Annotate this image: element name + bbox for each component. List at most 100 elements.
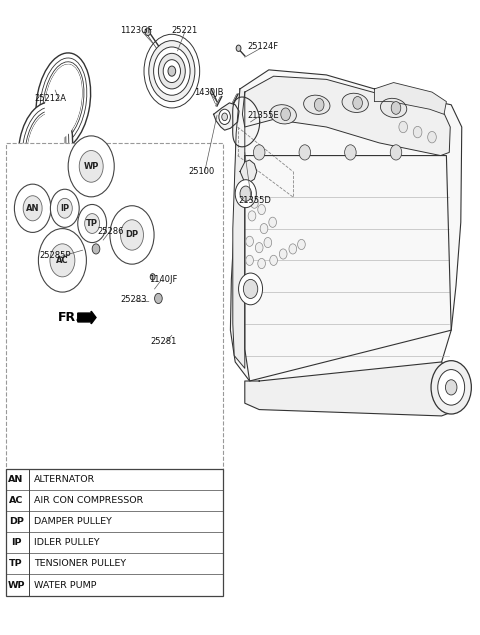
- Circle shape: [289, 244, 297, 254]
- Circle shape: [353, 97, 362, 109]
- Circle shape: [120, 220, 144, 250]
- Text: WATER PUMP: WATER PUMP: [34, 580, 96, 589]
- Circle shape: [399, 121, 408, 133]
- Circle shape: [82, 230, 110, 268]
- Ellipse shape: [23, 107, 69, 187]
- Circle shape: [149, 41, 195, 102]
- Circle shape: [50, 189, 79, 227]
- Ellipse shape: [270, 105, 296, 124]
- Text: 25283: 25283: [120, 295, 147, 304]
- Text: DP: DP: [9, 517, 24, 526]
- Circle shape: [14, 184, 51, 232]
- Text: WP: WP: [84, 162, 99, 171]
- Circle shape: [155, 293, 162, 304]
- Text: 25286: 25286: [97, 227, 124, 236]
- Circle shape: [239, 273, 263, 305]
- Circle shape: [246, 255, 253, 265]
- Circle shape: [150, 287, 167, 310]
- Circle shape: [253, 145, 265, 160]
- Circle shape: [445, 380, 457, 395]
- Circle shape: [279, 249, 287, 259]
- Text: IDLER PULLEY: IDLER PULLEY: [34, 538, 99, 547]
- Text: WP: WP: [7, 580, 25, 589]
- Circle shape: [299, 145, 311, 160]
- FancyArrow shape: [78, 311, 96, 324]
- Circle shape: [84, 213, 100, 234]
- Text: 21355E: 21355E: [247, 111, 279, 120]
- Circle shape: [163, 60, 180, 83]
- Text: TENSIONER PULLEY: TENSIONER PULLEY: [34, 559, 126, 568]
- Circle shape: [251, 198, 258, 208]
- Ellipse shape: [27, 114, 64, 181]
- Text: AC: AC: [56, 256, 69, 265]
- Circle shape: [144, 34, 200, 108]
- Polygon shape: [245, 362, 458, 416]
- Circle shape: [79, 150, 103, 182]
- Circle shape: [110, 206, 154, 264]
- Ellipse shape: [25, 111, 66, 184]
- Text: 25221: 25221: [172, 26, 198, 35]
- Circle shape: [78, 204, 107, 243]
- Circle shape: [235, 180, 256, 208]
- Circle shape: [50, 244, 75, 277]
- Circle shape: [345, 145, 356, 160]
- Circle shape: [154, 47, 190, 95]
- Circle shape: [68, 136, 114, 197]
- Circle shape: [222, 113, 228, 121]
- Ellipse shape: [19, 102, 72, 192]
- Text: IP: IP: [11, 538, 22, 547]
- Circle shape: [57, 198, 72, 218]
- Circle shape: [168, 311, 187, 337]
- Circle shape: [281, 108, 290, 121]
- Text: 21355D: 21355D: [238, 196, 271, 204]
- Text: 25281: 25281: [150, 337, 176, 346]
- Text: AC: AC: [9, 496, 24, 505]
- Circle shape: [236, 45, 241, 51]
- Circle shape: [391, 102, 401, 114]
- Text: DP: DP: [125, 231, 139, 239]
- Circle shape: [240, 186, 252, 201]
- Circle shape: [260, 224, 268, 234]
- Circle shape: [248, 211, 256, 221]
- Circle shape: [298, 239, 305, 250]
- Circle shape: [144, 279, 173, 318]
- Ellipse shape: [45, 64, 82, 139]
- Circle shape: [38, 229, 86, 292]
- Ellipse shape: [381, 98, 407, 117]
- Circle shape: [270, 255, 277, 265]
- Circle shape: [87, 237, 105, 260]
- Text: ALTERNATOR: ALTERNATOR: [34, 475, 95, 484]
- Circle shape: [246, 236, 253, 246]
- Text: FR.: FR.: [58, 311, 81, 324]
- Circle shape: [219, 109, 230, 124]
- Circle shape: [264, 237, 272, 248]
- Polygon shape: [374, 83, 446, 114]
- Circle shape: [150, 274, 155, 280]
- Text: 1140JF: 1140JF: [149, 275, 178, 284]
- Circle shape: [172, 316, 183, 331]
- Text: AN: AN: [9, 475, 24, 484]
- Polygon shape: [214, 103, 239, 130]
- Circle shape: [23, 196, 42, 221]
- Ellipse shape: [342, 93, 368, 112]
- Circle shape: [428, 131, 436, 143]
- Circle shape: [413, 126, 422, 138]
- Polygon shape: [242, 76, 450, 156]
- Circle shape: [243, 279, 258, 298]
- Text: 25285P: 25285P: [39, 251, 71, 260]
- Text: 1430JB: 1430JB: [194, 88, 224, 97]
- Circle shape: [314, 98, 324, 111]
- Polygon shape: [230, 70, 462, 410]
- Text: 25100: 25100: [189, 167, 215, 176]
- Circle shape: [258, 204, 265, 215]
- Circle shape: [92, 244, 100, 254]
- Circle shape: [158, 53, 185, 89]
- Text: AIR CON COMPRESSOR: AIR CON COMPRESSOR: [34, 496, 143, 505]
- Text: TP: TP: [9, 559, 23, 568]
- Polygon shape: [240, 160, 257, 183]
- Text: TP: TP: [86, 219, 98, 228]
- Text: DAMPER PULLEY: DAMPER PULLEY: [34, 517, 111, 526]
- Circle shape: [145, 28, 151, 36]
- Circle shape: [82, 227, 86, 233]
- Text: IP: IP: [60, 204, 70, 213]
